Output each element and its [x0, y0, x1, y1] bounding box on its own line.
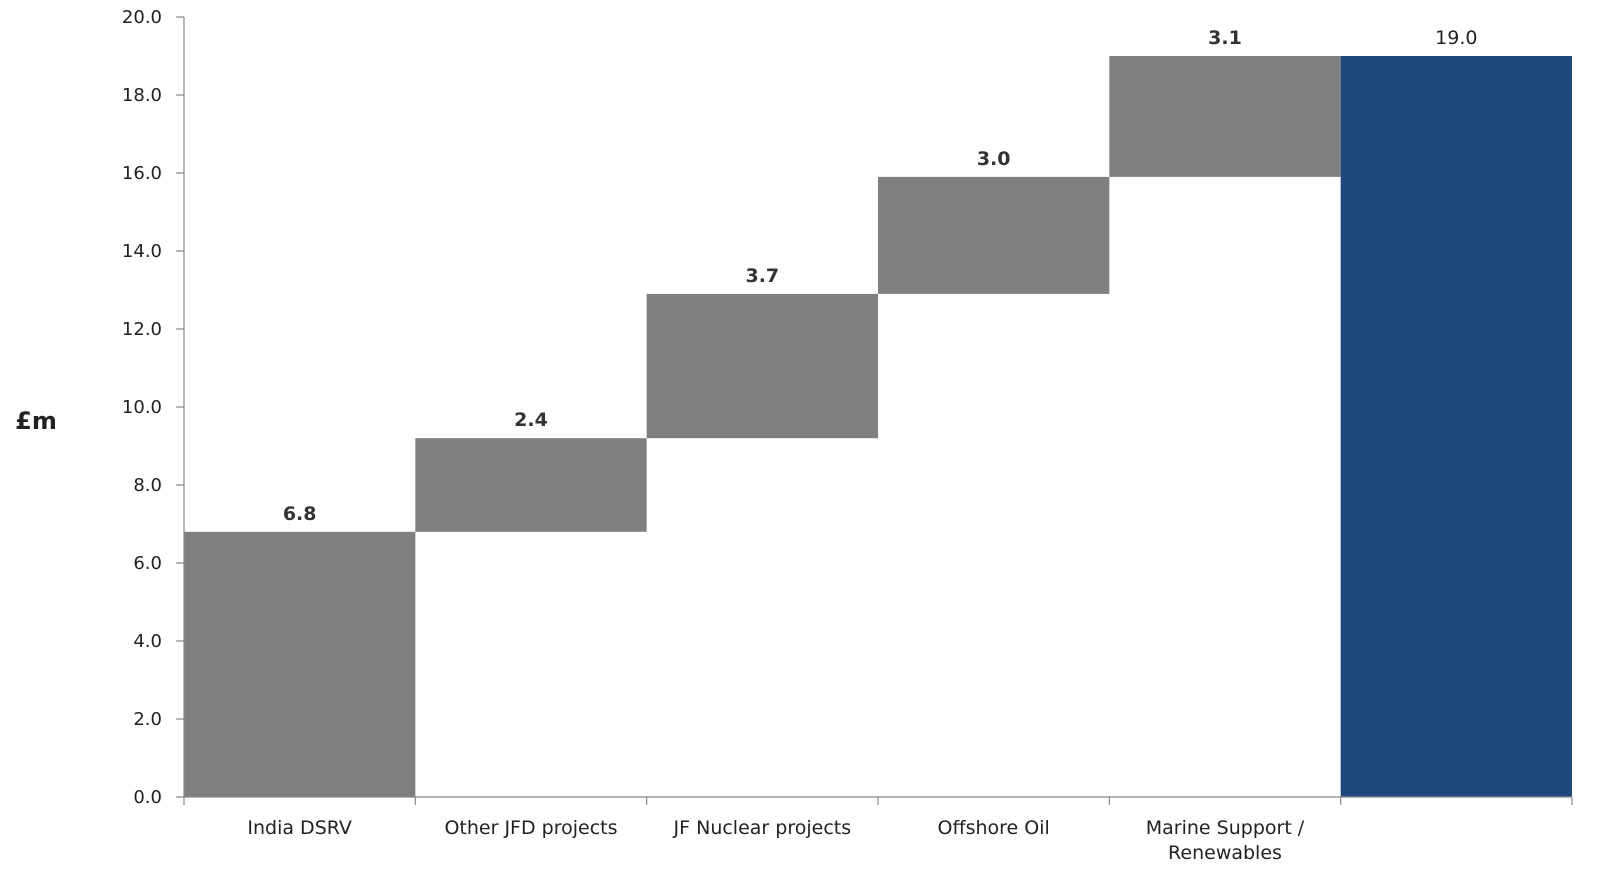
bar-value-label: 6.8	[283, 503, 317, 525]
x-tick-labels-group: India DSRV Other JFD projects JF Nuclear p…	[247, 817, 1305, 864]
bar-step	[184, 531, 416, 797]
y-tick-labels-group: 0.0 2.0 4.0 6.0 8.0 10.0 12.0 14.0 16.0 18.0 20.0	[122, 7, 162, 808]
bar-step	[415, 438, 647, 532]
x-tick-label: Offshore Oil	[938, 817, 1050, 839]
x-tick-label: India DSRV	[247, 817, 352, 839]
y-tick-label: 8.0	[133, 475, 162, 496]
x-tick-label: Other JFD projects	[444, 817, 617, 839]
bar-step	[1109, 56, 1341, 177]
y-tick-label: 2.0	[133, 709, 162, 730]
bar-step	[878, 176, 1110, 294]
bar-value-label: 19.0	[1435, 27, 1477, 49]
y-tick-label: 18.0	[122, 85, 162, 106]
y-tick-label: 16.0	[122, 163, 162, 184]
bar-value-label: 3.1	[1208, 27, 1242, 49]
x-tick-label: JF Nuclear projects	[673, 817, 852, 839]
y-tick-label: 0.0	[133, 787, 162, 808]
y-axis-label: £m	[15, 407, 57, 435]
x-tick-label: Marine Support / Renewables	[1146, 817, 1305, 864]
bars-group	[184, 56, 1572, 797]
y-tick-label: 20.0	[122, 7, 162, 28]
bar-step	[646, 293, 878, 439]
y-tick-label: 6.0	[133, 553, 162, 574]
axes-group	[176, 16, 1573, 805]
bar-total	[1340, 56, 1572, 797]
y-tick-label: 14.0	[122, 241, 162, 262]
y-tick-label: 4.0	[133, 631, 162, 652]
bar-value-label: 2.4	[514, 409, 548, 431]
bar-value-label: 3.0	[977, 148, 1011, 170]
y-tick-label: 10.0	[122, 397, 162, 418]
y-tick-label: 12.0	[122, 319, 162, 340]
bar-value-label: 3.7	[745, 265, 779, 287]
value-labels-group: 6.8 2.4 3.7 3.0 3.1 19.0	[283, 27, 1478, 525]
